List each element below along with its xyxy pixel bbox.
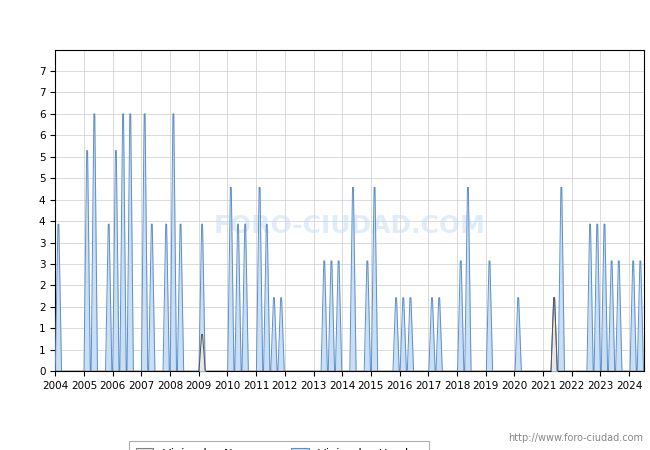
Text: FORO-CIUDAD.COM: FORO-CIUDAD.COM [213, 215, 486, 238]
Legend: Viviendas Nuevas, Viviendas Usadas: Viviendas Nuevas, Viviendas Usadas [129, 441, 429, 450]
Text: Feria - Evolucion del Nº de Transacciones Inmobiliarias: Feria - Evolucion del Nº de Transaccione… [105, 16, 545, 31]
Text: http://www.foro-ciudad.com: http://www.foro-ciudad.com [508, 433, 644, 443]
